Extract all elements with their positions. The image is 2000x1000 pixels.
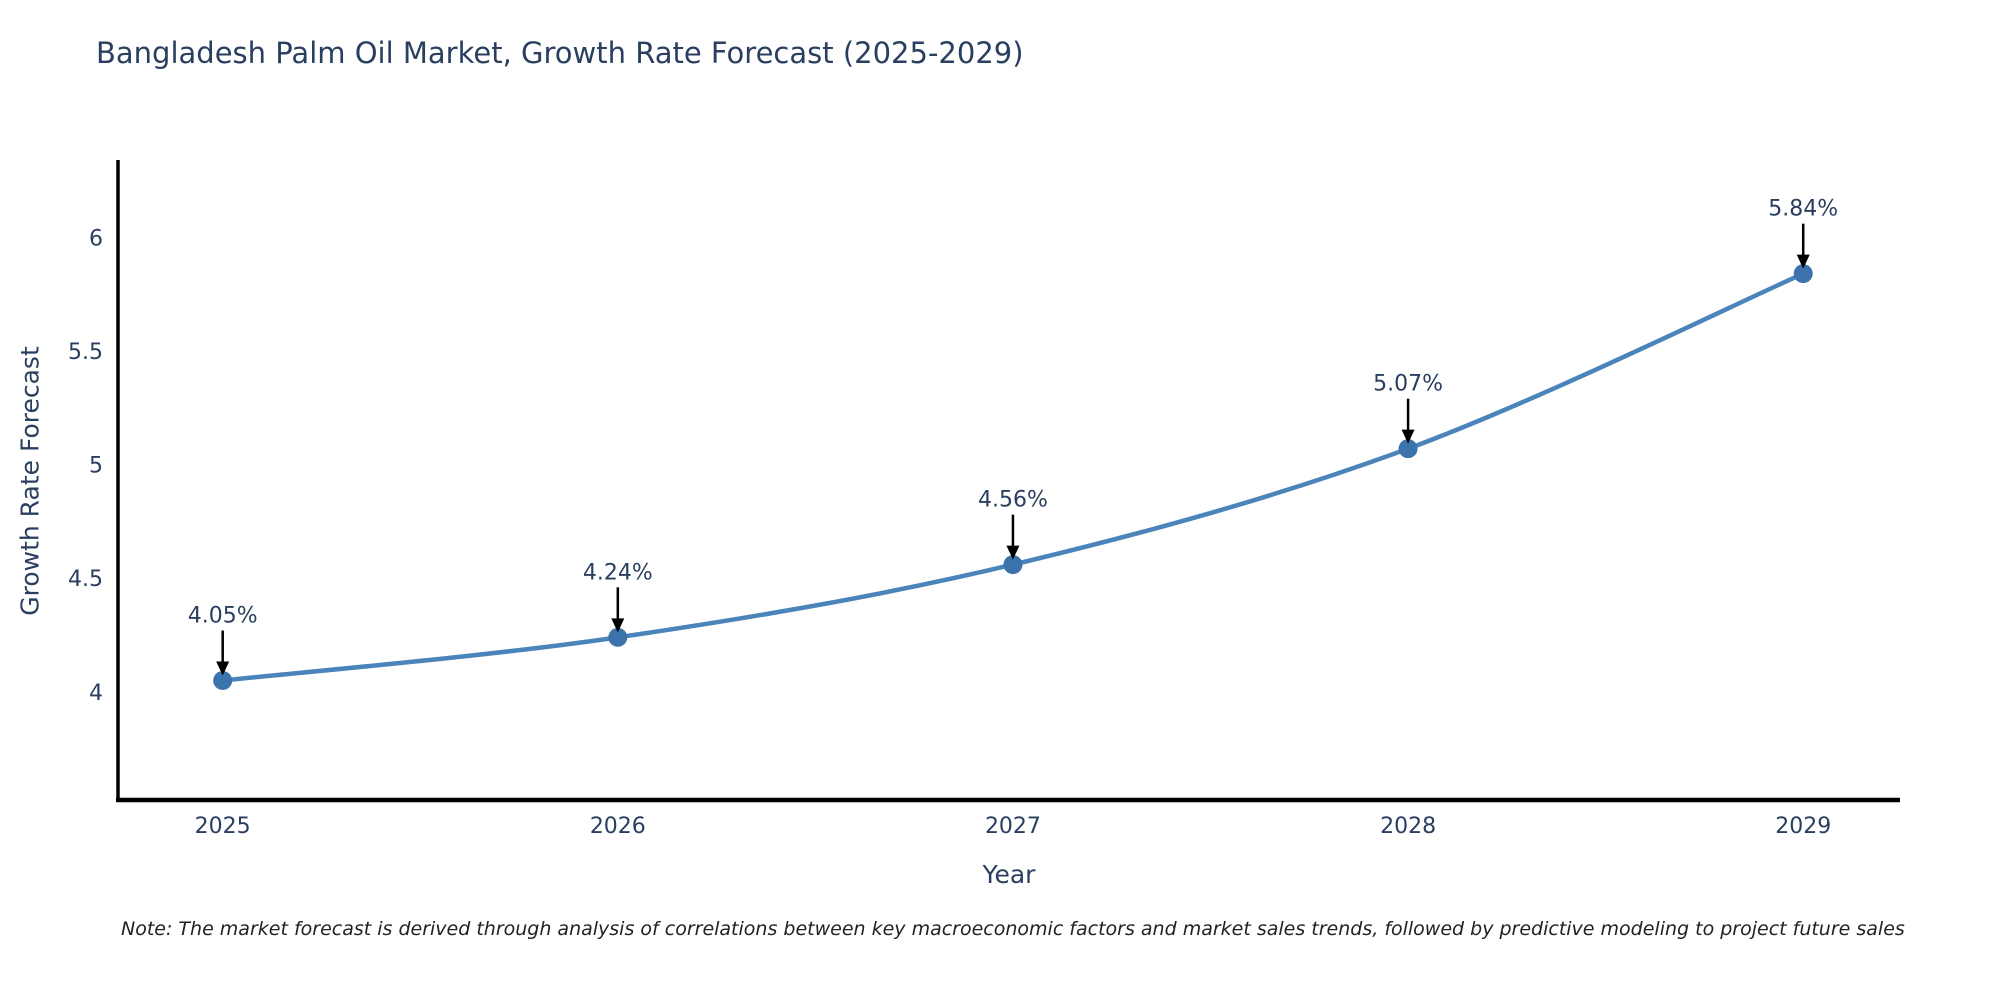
data-point-marker	[213, 671, 233, 691]
chart-title: Bangladesh Palm Oil Market, Growth Rate …	[96, 36, 1024, 70]
footnote-text: Note: The market forecast is derived thr…	[121, 918, 1905, 940]
annotation-arrowhead	[1401, 429, 1415, 444]
data-point-label: 4.24%	[583, 560, 653, 585]
x-tick-label: 2026	[590, 814, 646, 839]
annotation-arrowhead	[216, 661, 230, 676]
annotation-arrowhead	[1006, 545, 1020, 560]
data-point-label: 4.05%	[188, 604, 258, 629]
data-point-marker	[608, 627, 628, 647]
y-tick-label: 5	[89, 454, 103, 479]
data-point-marker	[1793, 264, 1813, 284]
forecast-line	[222, 271, 1805, 683]
annotation-arrowhead	[1796, 254, 1810, 269]
y-tick-label: 6	[89, 226, 103, 251]
data-point-label: 5.84%	[1768, 197, 1838, 222]
x-tick-label: 2028	[1380, 814, 1436, 839]
data-point-label: 5.07%	[1373, 372, 1443, 397]
y-tick-label: 4	[89, 681, 103, 706]
y-tick-label: 5.5	[68, 340, 103, 365]
annotation-arrowhead	[611, 618, 625, 633]
x-axis-title: Year	[982, 860, 1036, 889]
data-point-marker	[1398, 439, 1418, 459]
y-tick-label: 4.5	[68, 567, 103, 592]
data-point-label: 4.56%	[978, 488, 1048, 513]
x-tick-label: 2025	[195, 814, 251, 839]
x-tick-label: 2027	[985, 814, 1041, 839]
x-tick-label: 2029	[1775, 814, 1831, 839]
data-point-marker	[1003, 555, 1023, 575]
